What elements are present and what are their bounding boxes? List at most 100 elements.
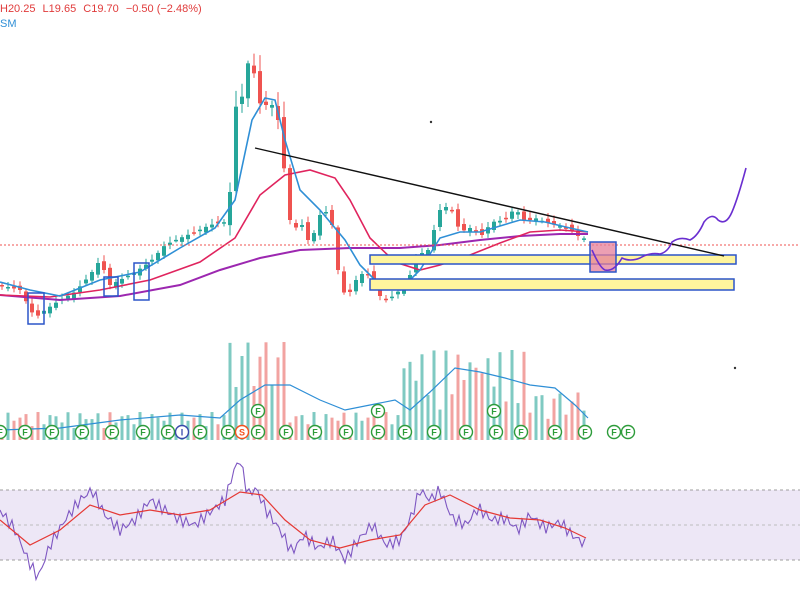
flag-label: F [375,407,381,417]
candle-body [84,279,88,284]
candle-body [288,168,292,220]
volume-bar [360,420,364,440]
flag-label: F [431,428,437,438]
flag-label: F [312,428,318,438]
volume-bar [576,392,580,440]
candle-body [228,192,232,226]
volume-bar [540,395,544,440]
candle-body [96,263,100,275]
volume-bar [294,416,298,440]
volume-bar [402,368,406,440]
candle-body [468,228,472,233]
volume-bar [534,396,538,440]
volume-bar [258,356,262,440]
volume-bar [462,379,466,440]
candle-body [564,227,568,229]
flag-label: F [109,428,115,438]
candle-body [294,222,298,228]
candle-body [522,211,526,221]
candle-body [300,225,304,227]
volume-bar [330,417,334,440]
annotation-dot [733,366,737,370]
flag-circle [250,424,266,440]
candle-body [330,209,334,225]
volume-bar [270,385,274,440]
volume-bar [498,352,502,440]
volume-bar [156,417,160,440]
candle-body [72,292,76,299]
candle-body [318,215,322,236]
volume-bar [570,401,574,440]
pattern-marker-box [133,262,150,301]
ma-mid-line [0,169,589,298]
pattern-marker-box [27,292,45,325]
volume-bar [126,415,130,440]
pattern-marker-box [103,276,119,297]
candle-body [558,226,562,228]
volume-bar [450,394,454,440]
candle-body [210,224,214,228]
flag-label: F [140,428,146,438]
flag-label: F [283,428,289,438]
candle-body [390,296,394,299]
candle-body [342,271,346,293]
annotation-dot [429,120,433,124]
candle-body [504,217,508,220]
candle-body [36,310,40,316]
ma-slow-line [0,233,588,302]
volume-bar [522,351,526,440]
candle-body [444,207,448,211]
flag-markers: FFFFFFFIFFSFFFFFFFFFFFFFFFFF [0,403,636,440]
volume-ma-line [0,367,589,431]
candle-body [186,234,190,240]
rsi-line [0,462,586,582]
support-zones [369,254,737,291]
candle-body [324,212,328,214]
candle-body [432,230,436,251]
candle-body [546,218,550,223]
candle-body [156,252,160,261]
flag-circle [547,424,563,440]
flag-circle [174,424,190,440]
volume-bar [354,412,358,440]
candle-body [396,291,400,295]
flag-circle [486,403,502,419]
volume-panel [0,342,589,440]
candle-body [456,209,460,227]
flag-circle [17,424,33,440]
projection-group [591,167,747,272]
flag-circle [0,424,8,440]
candle-body [78,286,82,293]
candle-body [492,221,496,230]
flag-label: S [239,428,245,438]
candle-body [168,242,172,245]
ohlc-high: H20.25 [0,3,36,15]
volume-bar [210,412,214,440]
volume-bar [528,412,532,440]
volume-bar [456,354,460,440]
pattern-markers [27,241,617,325]
volume-bar [426,395,430,440]
candle-body [180,237,184,242]
candle-body [240,96,244,104]
volume-bar [408,361,412,440]
volume-bar [132,424,136,440]
flag-circle [577,424,593,440]
candle-body [204,226,208,233]
candle-body [474,230,478,232]
moving-averages [0,97,800,302]
volume-bar [564,414,568,440]
flag-label: F [79,428,85,438]
candle-body [516,212,520,215]
volume-bar [300,415,304,440]
flag-label: F [343,428,349,438]
volume-bar [66,412,70,440]
volume-bar [282,342,286,440]
volume-bar [516,403,520,440]
flag-label: F [518,428,524,438]
candle-body [174,239,178,242]
flag-label: F [375,428,381,438]
candle-body [414,260,418,273]
volume-bar [36,412,40,440]
